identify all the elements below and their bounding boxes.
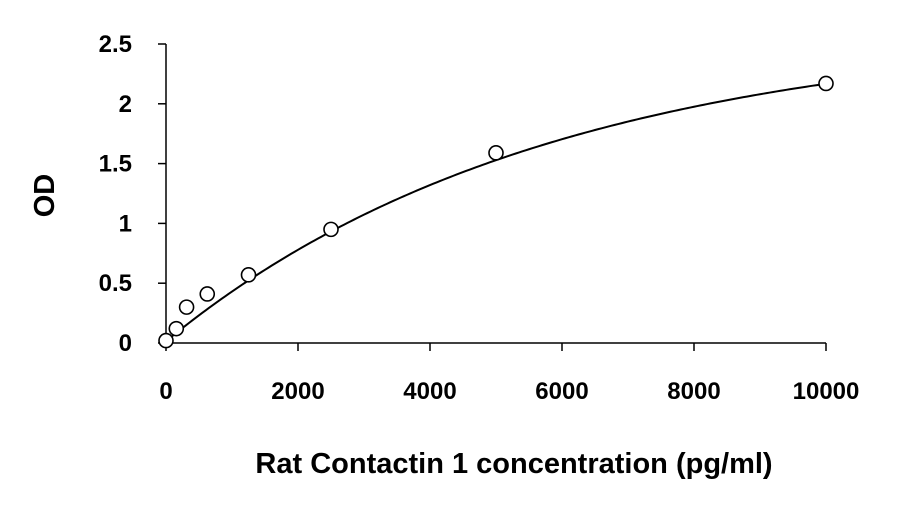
x-tick-label: 4000 <box>403 378 456 405</box>
data-point <box>240 267 257 283</box>
y-tick-label: 0.5 <box>99 270 132 297</box>
y-tick-label: 2.5 <box>99 31 132 58</box>
data-point <box>818 75 834 92</box>
data-point <box>323 221 339 238</box>
data-point <box>199 286 216 302</box>
x-tick-label: 2000 <box>271 378 324 405</box>
fitted-curve <box>165 82 827 342</box>
y-tick-label: 1 <box>119 210 132 237</box>
data-point <box>178 299 195 315</box>
y-axis-ticks: 0 0.5 1 1.5 2 2.5 <box>99 31 166 357</box>
y-axis-title: OD <box>29 174 61 218</box>
y-tick-label: 0 <box>119 330 132 357</box>
data-point <box>488 145 504 161</box>
data-point <box>168 320 185 337</box>
data-point <box>158 332 174 349</box>
axes <box>165 44 826 344</box>
x-tick-label: 0 <box>159 378 172 405</box>
data-points <box>158 75 834 349</box>
x-axis-ticks: 0 2000 4000 6000 8000 10000 <box>159 343 859 405</box>
x-tick-label: 10000 <box>793 378 860 405</box>
x-tick-label: 8000 <box>667 378 720 405</box>
x-axis-title: Rat Contactin 1 concentration (pg/ml) <box>255 448 772 480</box>
x-tick-label: 6000 <box>535 378 588 405</box>
y-tick-label: 2 <box>119 91 132 118</box>
y-tick-label: 1.5 <box>99 151 132 178</box>
